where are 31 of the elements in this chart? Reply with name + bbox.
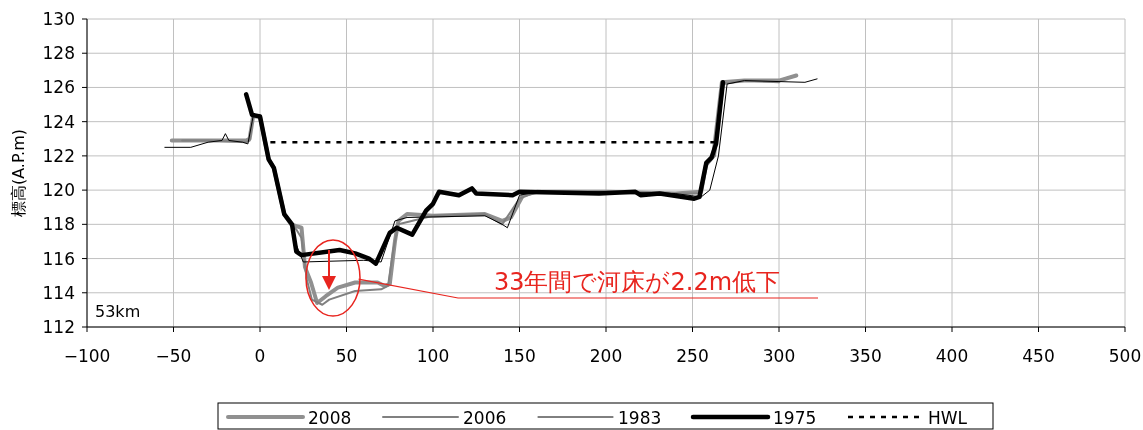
y-tick-label: 126 <box>42 77 75 98</box>
x-tick-label: 350 <box>849 346 882 366</box>
y-tick-label: 130 <box>42 9 75 29</box>
x-tick-label: 250 <box>676 346 709 366</box>
y-tick-label: 112 <box>42 317 75 337</box>
x-tick-label: 0 <box>254 346 266 366</box>
x-tick-label: 50 <box>335 346 358 366</box>
legend-label: 1975 <box>773 408 817 428</box>
y-axis-title: 標高(A.P.m) <box>9 128 28 218</box>
legend-label: HWL <box>928 408 968 428</box>
x-tick-label: 500 <box>1108 346 1142 366</box>
legend-label: 1983 <box>618 408 662 428</box>
y-tick-label: 116 <box>42 248 75 269</box>
y-tick-label: 128 <box>42 43 75 64</box>
x-tick-label: 100 <box>416 346 450 366</box>
y-tick-label: 114 <box>42 282 75 303</box>
x-tick-label: 400 <box>935 346 969 366</box>
legend-label: 2008 <box>308 408 352 428</box>
y-tick-label: 118 <box>42 214 75 235</box>
x-tick-label: 150 <box>503 346 536 366</box>
annotation: 33年間で河床が2.2m低下 <box>493 268 781 296</box>
x-tick-label: 200 <box>589 346 623 366</box>
y-tick-label: 124 <box>42 111 75 132</box>
x-tick-label: −50 <box>155 346 192 366</box>
x-tick-label: −100 <box>63 346 111 366</box>
y-tick-label: 120 <box>42 180 75 201</box>
x-tick-label: 300 <box>762 346 796 366</box>
legend-label: 2006 <box>463 408 507 428</box>
y-tick-label: 122 <box>42 145 75 166</box>
annotation: 53km <box>95 302 141 321</box>
x-tick-label: 450 <box>1022 346 1055 366</box>
